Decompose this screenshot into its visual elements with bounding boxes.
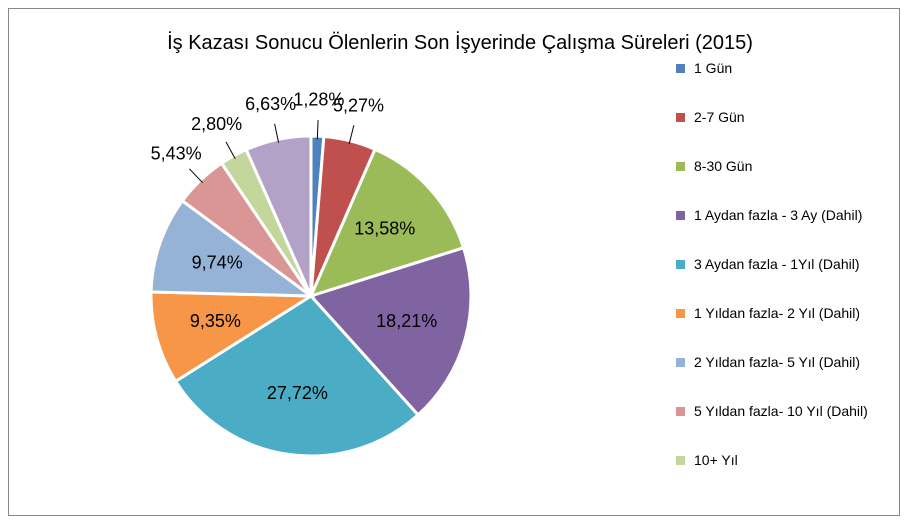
legend-label: 1 Yıldan fazla- 2 Yıl (Dahil) — [694, 305, 861, 321]
data-label: 18,21% — [376, 311, 437, 331]
pie: 1,28%5,27% 13,58% 18,21% 27,72% 9,35% 9,74% 5,… — [149, 90, 473, 458]
data-label: 5,43% — [151, 144, 202, 164]
legend-entry: 1 Aydan fazla - 3 Ay (Dahil) — [672, 203, 887, 227]
data-label: 9,74% — [192, 252, 243, 272]
leader-line — [225, 141, 236, 159]
chart-title: İş Kazası Sonucu Ölenlerin Son İşyerinde… — [167, 32, 753, 54]
data-label: 9,35% — [190, 311, 241, 331]
leader-line — [189, 168, 203, 184]
data-label: 6,63% — [245, 94, 296, 114]
legend-label: 1 Gün — [694, 60, 733, 76]
legend-label: 3 Aydan fazla - 1Yıl (Dahil) — [694, 256, 860, 272]
legend-entry: 10+ Yıl — [672, 448, 887, 472]
legend-key — [676, 358, 685, 367]
legend-key — [676, 64, 685, 73]
legend-entry: 5 Yıldan fazla- 10 Yıl (Dahil) — [672, 399, 887, 423]
leader-line — [348, 125, 355, 145]
legend-label: 5 Yıldan fazla- 10 Yıl (Dahil) — [694, 403, 868, 419]
legend-entry: 8-30 Gün — [672, 154, 887, 178]
data-label: 13,58% — [354, 218, 415, 238]
pie-slice — [308, 245, 473, 418]
legend-entry: 1 Yıldan fazla- 2 Yıl (Dahil) — [672, 301, 887, 325]
legend-entry: 1 Gün — [672, 56, 887, 80]
legend-key — [676, 211, 685, 220]
leader-line — [316, 120, 319, 140]
data-label: 5,27% — [333, 95, 384, 115]
pie-slice — [149, 290, 316, 384]
data-label: 2,80% — [191, 114, 242, 134]
legend-key — [676, 456, 685, 465]
leader-line — [274, 123, 280, 143]
legend-key — [676, 162, 685, 171]
legend-entry: 2-7 Gün — [672, 105, 887, 129]
legend-label: 1 Aydan fazla - 3 Ay (Dahil) — [694, 207, 863, 223]
pie-slice — [149, 198, 316, 298]
legend-entry: 3 Aydan fazla - 1Yıl (Dahil) — [672, 252, 887, 276]
data-label: 27,72% — [267, 383, 328, 403]
legend-key — [676, 309, 685, 318]
legend-entry: 2 Yıldan fazla- 5 Yıl (Dahil) — [672, 350, 887, 374]
legend-key — [676, 260, 685, 269]
legend-key — [676, 113, 685, 122]
legend-label: 2 Yıldan fazla- 5 Yıl (Dahil) — [694, 354, 861, 370]
legend-key — [676, 407, 685, 416]
legend-label: 2-7 Gün — [694, 109, 745, 125]
data-label: 1,28% — [293, 90, 344, 110]
pie-slice — [173, 294, 421, 458]
legend-label: 10+ Yıl — [694, 452, 738, 468]
legend-label: 8-30 Gün — [694, 158, 753, 174]
